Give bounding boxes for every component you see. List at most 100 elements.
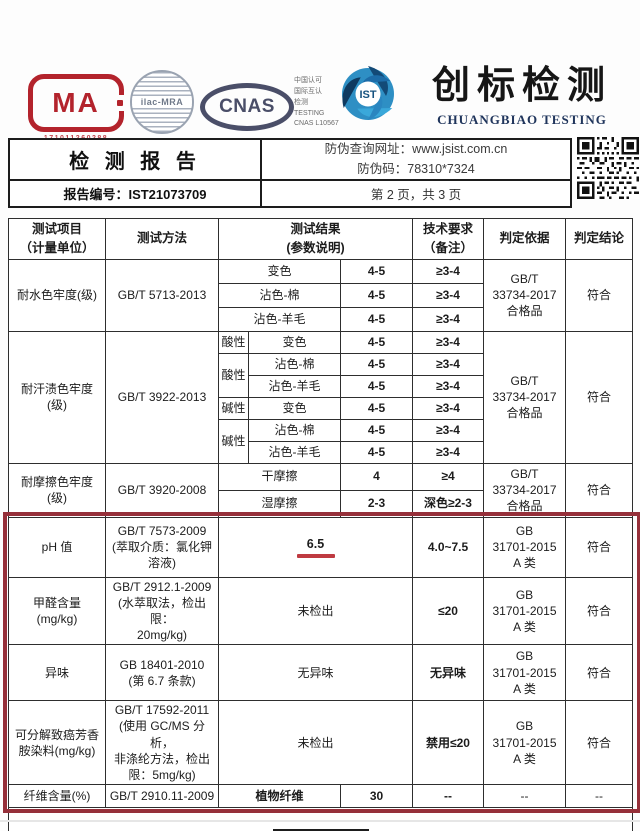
table-row: 耐水色牢度(级) GB/T 5713-2013 变色 4-5 ≥3-4 GB/T…: [8, 258, 633, 332]
value-cell: 4: [340, 462, 413, 491]
cma-logo-text: MA: [52, 87, 100, 118]
basis-cell: --: [483, 784, 566, 809]
param-cell: 沾色-棉: [248, 418, 341, 442]
conclusion-cell: 符合: [565, 462, 633, 518]
item-odor: 异味: [8, 644, 106, 702]
table-row: 碱性 沾色-棉 4-5 ≥3-4: [9, 418, 633, 464]
param-cell: 变色: [218, 258, 341, 284]
method-cell: GB 18401-2010 (第 6.7 条款): [105, 644, 219, 702]
table-row: 甲醛含量 (mg/kg) GB/T 2912.1-2009 (水萃取法，检出限：…: [8, 576, 633, 646]
value-cell: 4-5: [340, 440, 413, 464]
table-row: 沾色-羊毛 4-5 ≥3-4: [9, 440, 633, 464]
page-info: 第 2 页，共 3 页: [370, 188, 462, 202]
end-of-data-line: [272, 829, 369, 831]
result-cell: 无异味: [218, 644, 413, 702]
antifake-cell: 防伪查询网址：www.jsist.com.cn 防伪码：78310*7324: [260, 140, 570, 179]
item-fiber-content: 纤维含量(%): [8, 784, 106, 809]
item-perspiration-fastness: 耐汗渍色牢度 (级): [8, 330, 106, 464]
table-row: 沾色-羊毛 4-5 ≥3-4: [9, 306, 633, 332]
basis-cell: GB 31701-2015 A 类: [483, 644, 566, 702]
basis-cell: GB/T 33734-2017 合格品: [483, 330, 566, 464]
table-row: 酸性 沾色-棉 4-5 ≥3-4: [9, 352, 633, 398]
qr-code-icon: [577, 137, 639, 199]
item-formaldehyde: 甲醛含量 (mg/kg): [8, 576, 106, 646]
conclusion-cell: 符合: [565, 516, 633, 578]
table-row: 可分解致癌芳香 胺染料(mg/kg) GB/T 17592-2011 (使用 G…: [8, 700, 633, 786]
value-cell: 4-5: [340, 396, 413, 420]
item-aromatic-amines: 可分解致癌芳香 胺染料(mg/kg): [8, 700, 106, 786]
basis-cell: GB/T 33734-2017 合格品: [483, 258, 566, 332]
param-cell: 沾色-棉: [218, 282, 341, 308]
value-cell: 30: [340, 784, 413, 809]
requirement-cell: 禁用≤20: [412, 700, 484, 786]
value-cell: 4-5: [340, 282, 413, 308]
conclusion-cell: 符合: [565, 258, 633, 332]
requirement-cell: ≥4: [412, 462, 484, 491]
table-row: 碱性 变色 4-5 ≥3-4: [9, 396, 633, 420]
requirement-cell: ≥3-4: [412, 282, 484, 308]
value-cell: 4-5: [340, 418, 413, 442]
ist-logo-icon: IST: [336, 62, 400, 126]
param-cell: 变色: [248, 330, 341, 354]
method-cell: GB/T 3920-2008: [105, 462, 219, 518]
table-row: 沾色-棉 4-5 ≥3-4: [9, 282, 633, 308]
svg-text:IST: IST: [359, 89, 376, 101]
page-info-cell: 第 2 页，共 3 页: [260, 179, 570, 206]
cma-mark-icon: MA: [28, 74, 125, 132]
cma-logo: MA 171011260288: [28, 74, 125, 142]
item-rubbing-fastness: 耐摩擦色牢度 (级): [8, 462, 106, 518]
table-row-end: [8, 807, 633, 831]
brand-name-en: CHUANGBIAO TESTING: [437, 111, 607, 127]
photo-edge-line: [0, 820, 640, 822]
conclusion-cell: 符合: [565, 644, 633, 702]
method-cell: GB/T 2912.1-2009 (水萃取法，检出限： 20mg/kg): [105, 576, 219, 646]
param-cell: 干摩擦: [218, 462, 341, 491]
col-header-conclusion: 判定结论: [565, 218, 633, 260]
requirement-cell: ≥3-4: [412, 306, 484, 332]
type-cell-acid: 酸性: [218, 352, 249, 398]
report-header-table: 检 测 报 告 防伪查询网址：www.jsist.com.cn 防伪码：7831…: [8, 138, 572, 208]
requirement-cell: --: [412, 784, 484, 809]
param-cell: 沾色-羊毛: [218, 306, 341, 332]
type-cell-acid: 酸性: [218, 330, 249, 354]
requirement-cell: 无异味: [412, 644, 484, 702]
cnas-accreditation-text: 中国认可 国际互认 检测 TESTING CNAS L10567: [294, 77, 339, 128]
result-cell: 未检出: [218, 700, 413, 786]
value-cell: 4-5: [340, 330, 413, 354]
requirement-cell: ≥3-4: [412, 374, 484, 398]
report-number: 报告编号：IST21073709: [63, 187, 207, 202]
table-row-ph: pH 值 GB/T 7573-2009 (萃取介质：氯化钾溶液) 6.5 4.0…: [8, 516, 633, 578]
param-cell: 湿摩擦: [218, 489, 341, 518]
requirement-cell: 4.0~7.5: [412, 516, 484, 578]
requirement-cell: ≥3-4: [412, 258, 484, 284]
requirement-cell: ≥3-4: [412, 330, 484, 354]
brand-block: 创标检测 CHUANGBIAO TESTING: [420, 65, 624, 128]
test-results-table: 测试项目 （计量单位） 测试方法 测试结果 (参数说明) 技术要求 （备注） 判…: [8, 218, 633, 831]
table-row: 耐摩擦色牢度 (级) GB/T 3920-2008 干摩擦 4 ≥4 GB/T …: [8, 462, 633, 518]
col-header-basis: 判定依据: [483, 218, 566, 260]
method-cell: GB/T 3922-2013: [105, 330, 219, 464]
ilac-mra-logo-icon: ilac-MRA: [130, 70, 194, 134]
conclusion-cell: 符合: [565, 330, 633, 464]
method-cell: GB/T 17592-2011 (使用 GC/MS 分析， 非涤纶方法，检出 限…: [105, 700, 219, 786]
table-header-row: 测试项目 （计量单位） 测试方法 测试结果 (参数说明) 技术要求 （备注） 判…: [8, 218, 633, 260]
method-cell: GB/T 2910.11-2009: [105, 784, 219, 809]
requirement-cell: ≥3-4: [412, 352, 484, 376]
method-cell: GB/T 5713-2013: [105, 258, 219, 332]
result-cell: 未检出: [218, 576, 413, 646]
param-cell: 沾色-棉: [248, 352, 341, 376]
conclusion-cell: --: [565, 784, 633, 809]
requirement-cell: ≥3-4: [412, 418, 484, 442]
method-cell: GB/T 7573-2009 (萃取介质：氯化钾溶液): [105, 516, 219, 578]
value-cell: 4-5: [340, 306, 413, 332]
param-cell: 植物纤维: [218, 784, 341, 809]
param-cell: 变色: [248, 396, 341, 420]
col-header-result: 测试结果 (参数说明): [218, 218, 413, 260]
type-cell-alkali: 碱性: [218, 418, 249, 464]
result-underline: [296, 554, 335, 559]
ist-swirl-icon: IST: [342, 66, 394, 120]
requirement-cell: ≤20: [412, 576, 484, 646]
requirement-cell: ≥3-4: [412, 440, 484, 464]
ph-result: 6.5: [306, 536, 325, 551]
